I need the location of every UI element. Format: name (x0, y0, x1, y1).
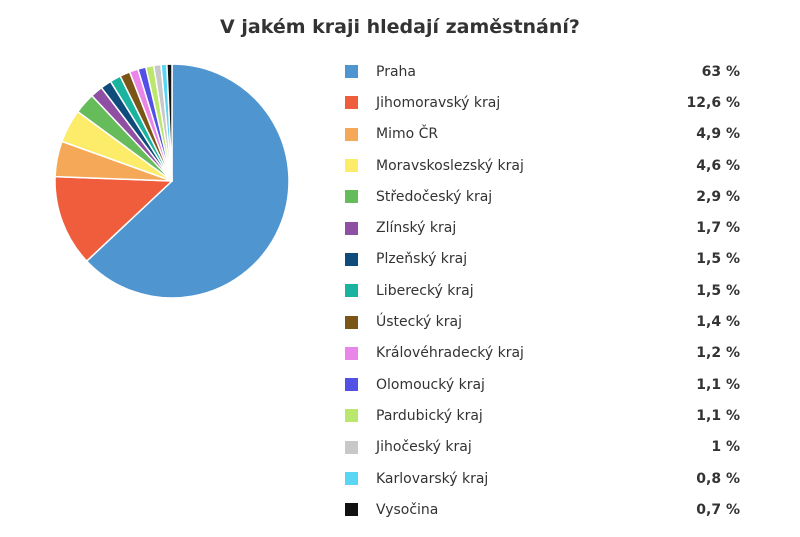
legend-label: Ústecký kraj (376, 314, 463, 331)
legend-swatch (345, 315, 358, 329)
legend-label: Královéhradecký kraj (376, 345, 524, 362)
legend-swatch (345, 503, 358, 517)
legend-item[interactable]: Plzeňský kraj 1,5 % (345, 244, 740, 275)
legend-item[interactable]: Karlovarský kraj 0,8 % (345, 463, 740, 494)
legend-label: Jihočeský kraj (376, 439, 472, 456)
pie-slice-0[interactable] (85, 63, 290, 299)
legend-swatch (345, 284, 358, 298)
legend-swatch (345, 127, 358, 141)
legend-swatch (345, 440, 358, 454)
legend-value: 1,2 % (696, 345, 740, 362)
legend-label: Zlínský kraj (376, 220, 457, 237)
chart-legend: Praha 63 % Jihomoravský kraj 12,6 % Mimo ČR 4… (345, 56, 740, 525)
legend-value: 1,5 % (696, 282, 740, 299)
legend-item[interactable]: Vysočina 0,7 % (345, 494, 740, 525)
legend-swatch (345, 346, 358, 360)
legend-item[interactable]: Jihomoravský kraj 12,6 % (345, 87, 740, 118)
legend-value: 1,4 % (696, 314, 740, 331)
chart-title: V jakém kraji hledají zaměstnání? (220, 16, 580, 38)
legend-swatch (345, 190, 358, 204)
pie-chart (54, 63, 290, 299)
legend-value: 4,6 % (696, 157, 740, 174)
legend-swatch (345, 96, 358, 110)
legend-swatch (345, 221, 358, 235)
legend-label: Pardubický kraj (376, 407, 483, 424)
legend-item[interactable]: Liberecký kraj 1,5 % (345, 275, 740, 306)
legend-value: 2,9 % (696, 188, 740, 205)
legend-item[interactable]: Zlínský kraj 1,7 % (345, 212, 740, 243)
legend-value: 4,9 % (696, 126, 740, 143)
pie-slice-1[interactable] (54, 175, 173, 262)
legend-item[interactable]: Olomoucký kraj 1,1 % (345, 369, 740, 400)
legend-swatch (345, 409, 358, 423)
legend-value: 12,6 % (686, 94, 740, 111)
legend-swatch (345, 472, 358, 485)
legend-item[interactable]: Královéhradecký kraj 1,2 % (345, 338, 740, 369)
legend-value: 1,5 % (696, 251, 740, 268)
legend-value: 0,8 % (696, 470, 740, 487)
legend-item[interactable]: Mimo ČR 4,9 % (345, 119, 740, 150)
legend-value: 1,1 % (696, 376, 740, 393)
legend-label: Olomoucký kraj (376, 376, 485, 393)
legend-swatch (345, 378, 358, 392)
legend-label: Praha (376, 63, 416, 80)
legend-item[interactable]: Pardubický kraj 1,1 % (345, 400, 740, 431)
legend-item[interactable]: Jihočeský kraj 1 % (345, 432, 740, 463)
legend-label: Liberecký kraj (376, 282, 474, 299)
legend-label: Moravskoslezský kraj (376, 157, 524, 174)
legend-swatch (345, 65, 358, 79)
legend-value: 1,7 % (696, 220, 740, 237)
legend-label: Vysočina (376, 501, 439, 518)
legend-item[interactable]: Moravskoslezský kraj 4,6 % (345, 150, 740, 181)
legend-swatch (345, 252, 358, 266)
legend-value: 0,7 % (696, 501, 740, 518)
legend-label: Mimo ČR (376, 126, 439, 143)
legend-item[interactable]: Středočeský kraj 2,9 % (345, 181, 740, 212)
legend-label: Plzeňský kraj (376, 251, 468, 268)
legend-label: Karlovarský kraj (376, 470, 489, 487)
legend-swatch (345, 159, 358, 173)
legend-label: Středočeský kraj (376, 188, 493, 205)
legend-item[interactable]: Ústecký kraj 1,4 % (345, 306, 740, 337)
legend-value: 63 % (701, 63, 740, 80)
legend-value: 1,1 % (696, 407, 740, 424)
legend-value: 1 % (711, 439, 740, 456)
legend-item[interactable]: Praha 63 % (345, 56, 740, 87)
legend-label: Jihomoravský kraj (376, 94, 501, 111)
pie-slice-14[interactable] (166, 63, 173, 182)
